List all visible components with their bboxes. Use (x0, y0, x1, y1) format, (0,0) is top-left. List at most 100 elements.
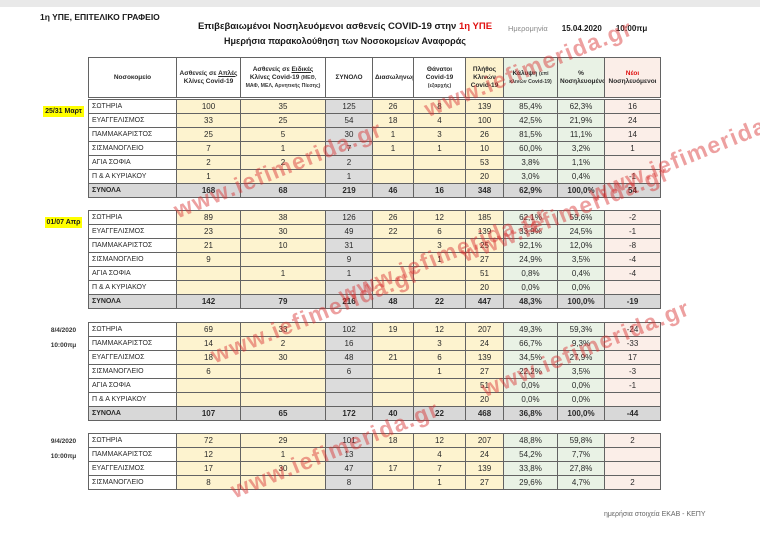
value-cell: 3,5% (557, 252, 605, 267)
value-cell: 207 (465, 322, 504, 337)
column-header: ΣΥΝΟΛΟ (325, 57, 373, 98)
value-cell: 29,6% (503, 475, 558, 490)
value-cell (372, 280, 414, 295)
value-cell: 18 (176, 350, 241, 365)
value-cell: 27,9% (557, 350, 605, 365)
column-header: Ασθενείς σε Απλές Κλίνες Covid-19 (176, 57, 241, 98)
value-cell: -2 (604, 210, 661, 225)
value-cell: 1 (413, 141, 466, 156)
value-cell: 17 (604, 350, 661, 365)
value-cell: 49 (325, 224, 373, 239)
value-cell (604, 392, 661, 407)
value-cell: 49,3% (503, 322, 558, 337)
hospital-cell: Π & Α ΚΥΡΙΑΚΟΥ (88, 392, 177, 407)
value-cell: 46 (372, 183, 414, 198)
value-cell: 0,0% (557, 392, 605, 407)
value-cell: 348 (465, 183, 504, 198)
value-cell: 100,0% (557, 406, 605, 421)
totals-row: ΣΥΝΟΛΑ 142 79 216 48 22 447 48,3% 100,0% -19 (88, 294, 661, 309)
title-block: Επιβεβαιωμένοι Νοσηλευόμενοι ασθενείς CO… (120, 21, 570, 46)
value-cell: 62,1% (503, 210, 558, 225)
block-label: 25/31 Μαρτ (40, 100, 87, 118)
hospital-cell: ΣΩΤΗΡΙΑ (88, 99, 177, 114)
value-cell: 27 (465, 475, 504, 490)
value-cell (372, 447, 414, 462)
value-cell: 62,9% (503, 183, 558, 198)
value-cell: 62,3% (557, 99, 605, 114)
table-row: ΣΩΤΗΡΙΑ 69 33 102 19 12 207 49,3% 59,3% -24 (88, 322, 661, 337)
value-cell (604, 447, 661, 462)
value-cell: 54 (604, 183, 661, 198)
value-cell: 72 (176, 433, 241, 448)
value-cell (240, 364, 326, 379)
column-header: Πλήθος Κλινών Covid-19 (465, 57, 504, 98)
value-cell: 7 (325, 141, 373, 156)
hospital-cell: ΠΑΜΜΑΚΑΡΙΣΤΟΣ (88, 447, 177, 462)
value-cell: 8 (325, 475, 373, 490)
value-cell: 81,5% (503, 127, 558, 142)
value-cell: 22 (372, 224, 414, 239)
value-cell: 3,0% (503, 169, 558, 184)
value-cell (413, 392, 466, 407)
value-cell: 18 (372, 113, 414, 128)
value-cell (240, 252, 326, 267)
value-cell: 3 (413, 238, 466, 253)
value-cell (413, 280, 466, 295)
value-cell (325, 280, 373, 295)
hospital-cell: ΠΑΜΜΑΚΑΡΙΣΤΟΣ (88, 238, 177, 253)
value-cell: 185 (465, 210, 504, 225)
value-cell: 10 (465, 141, 504, 156)
value-cell: 68 (240, 183, 326, 198)
value-cell (413, 155, 466, 170)
value-cell: -24 (604, 322, 661, 337)
value-cell (372, 169, 414, 184)
value-cell: 25 (240, 113, 326, 128)
value-cell: 1 (413, 364, 466, 379)
value-cell: 24,9% (503, 252, 558, 267)
value-cell: 219 (325, 183, 373, 198)
value-cell: 59,6% (557, 210, 605, 225)
value-cell: 2 (604, 475, 661, 490)
value-cell: 13 (325, 447, 373, 462)
table-row: ΕΥΑΓΓΕΛΙΣΜΟΣ 23 30 49 22 6 139 33,9% 24,5% -1 (88, 224, 661, 239)
hospital-cell: ΣΩΤΗΡΙΑ (88, 433, 177, 448)
value-cell: 22 (413, 294, 466, 309)
value-cell: 6 (325, 364, 373, 379)
value-cell: 24 (465, 447, 504, 462)
column-header: % Νοσηλευομένων (557, 57, 605, 98)
value-cell: 35 (240, 99, 326, 114)
value-cell (372, 392, 414, 407)
table-row: Π & Α ΚΥΡΙΑΚΟΥ 20 0,0% 0,0% (88, 280, 661, 295)
value-cell: 6 (413, 350, 466, 365)
value-cell: 17 (176, 461, 241, 476)
value-cell: 36,8% (503, 406, 558, 421)
value-cell: 54,2% (503, 447, 558, 462)
hospital-cell: ΣΙΣΜΑΝΟΓΛΕΙΟ (88, 252, 177, 267)
value-cell: 6 (176, 364, 241, 379)
value-cell: 24 (604, 113, 661, 128)
column-header: Ασθενείς σε Ειδικές Κλίνες Covid-19 (ΜΕΘ… (240, 57, 326, 98)
table-row: ΣΙΣΜΑΝΟΓΛΕΙΟ 8 8 1 27 29,6% 4,7% 2 (88, 475, 661, 490)
value-cell: 12 (413, 322, 466, 337)
value-cell: 33,9% (503, 224, 558, 239)
hospital-cell: ΣΙΣΜΑΝΟΓΛΕΙΟ (88, 475, 177, 490)
value-cell: 172 (325, 406, 373, 421)
value-cell: 38 (240, 210, 326, 225)
value-cell: 1 (413, 252, 466, 267)
value-cell: 27,8% (557, 461, 605, 476)
table-row: ΣΩΤΗΡΙΑ 89 38 126 26 12 185 62,1% 59,6% -2 (88, 210, 661, 225)
value-cell: 60,0% (503, 141, 558, 156)
value-cell (413, 378, 466, 393)
value-cell: 1,1% (557, 155, 605, 170)
table-row: ΣΩΤΗΡΙΑ 72 29 101 18 12 207 48,8% 59,8% 2 (88, 433, 661, 448)
table-row: ΠΑΜΜΑΚΑΡΙΣΤΟΣ 25 5 30 1 3 26 81,5% 11,1% 14 (88, 127, 661, 142)
value-cell: 101 (325, 433, 373, 448)
value-cell: 27 (465, 364, 504, 379)
value-cell (240, 169, 326, 184)
column-header: Διασωληνωμένοι (372, 57, 414, 98)
hospital-cell: ΑΓΙΑ ΣΟΦΙΑ (88, 155, 177, 170)
value-cell: 21 (372, 350, 414, 365)
value-cell: 40 (372, 406, 414, 421)
value-cell: 9 (176, 252, 241, 267)
value-cell: -4 (604, 266, 661, 281)
